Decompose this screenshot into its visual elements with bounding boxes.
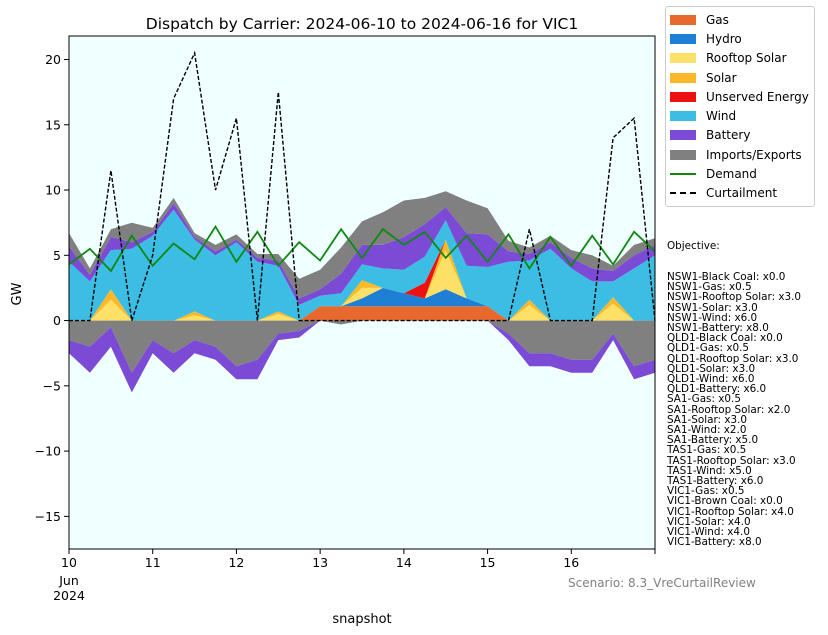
area-imports-exports: [69, 191, 655, 299]
legend-item: Demand: [666, 164, 814, 183]
legend-label: Wind: [706, 109, 737, 124]
objective-item: SA1-Rooftop Solar: x2.0: [667, 403, 791, 416]
y-tick-label: −10: [35, 444, 61, 459]
x-tick-label: 12: [228, 555, 244, 570]
objective-item: SA1-Solar: x3.0: [667, 413, 748, 426]
legend-swatch: [670, 33, 696, 44]
legend-item: Curtailment: [666, 184, 814, 203]
area-battery: [69, 203, 655, 305]
objective-item: TAS1-Wind: x5.0: [667, 464, 752, 477]
y-tick-label: −5: [43, 378, 61, 393]
objective-item: TAS1-Rooftop Solar: x3.0: [667, 454, 796, 467]
legend-swatch: [670, 14, 696, 25]
x-tick-label: 11: [145, 555, 161, 570]
y-tick-label: 5: [53, 248, 61, 263]
objective-item: SA1-Gas: x0.5: [667, 393, 741, 406]
area-wind: [69, 209, 655, 321]
objective-item: TAS1-Gas: x0.5: [667, 444, 747, 457]
objective-item: QLD1-Battery: x6.0: [667, 383, 767, 396]
plot-frame: [68, 35, 656, 550]
legend-label: Battery: [706, 128, 751, 143]
legend-item: Unserved Energy: [666, 87, 814, 106]
legend-item: Gas: [666, 10, 814, 29]
objective-item: QLD1-Solar: x3.0: [667, 362, 756, 375]
objective-item: SA1-Battery: x5.0: [667, 434, 759, 447]
objective-item: QLD1-Black Coal: x0.0: [667, 332, 783, 345]
objective-item: VIC1-Rooftop Solar: x4.0: [667, 505, 794, 518]
legend-swatch: [670, 173, 696, 176]
objective-item: NSW1-Gas: x0.5: [667, 281, 752, 294]
legend-swatch: [670, 91, 696, 102]
x-tick-label: 13: [312, 555, 328, 570]
legend-item: Wind: [666, 106, 814, 125]
y-tick-label: 0: [53, 313, 61, 328]
legend-item: Hydro: [666, 29, 814, 48]
objective-item: VIC1-Wind: x4.0: [667, 526, 750, 539]
line-series: [68, 50, 656, 322]
legend-swatch: [670, 111, 696, 122]
x-tick-label: 16: [563, 555, 579, 570]
negative-area-imports-exports: [69, 320, 655, 373]
legend-swatch: [670, 192, 696, 195]
objective-item: NSW1-Solar: x3.0: [667, 301, 758, 314]
x-tick-label: 15: [480, 555, 496, 570]
y-axis: −15 −10 −5 0 5 10 15 20: [35, 52, 69, 524]
negative-area-battery: [69, 320, 655, 393]
x-tick-label: 14: [396, 555, 412, 570]
y-tick-label: 20: [45, 52, 61, 67]
x-tick-sublabel: 2024: [53, 588, 85, 603]
objective-item: TAS1-Battery: x6.0: [667, 475, 764, 488]
y-axis-label: GW: [10, 282, 25, 305]
legend-label: Gas: [706, 12, 729, 27]
legend-label: Imports/Exports: [706, 147, 802, 162]
area-hydro: [69, 287, 655, 321]
area-gas: [69, 306, 655, 321]
chart-legend: Gas Hydro Rooftop Solar Solar Unserved Energ…: [665, 6, 815, 207]
legend-swatch: [670, 53, 696, 64]
objective-item: QLD1-Rooftop Solar: x3.0: [667, 352, 799, 365]
objective-item: NSW1-Rooftop Solar: x3.0: [667, 291, 802, 304]
stacked-areas: [69, 191, 655, 393]
x-tick-sublabel: Jun: [58, 573, 79, 588]
objective-title: Objective:: [667, 240, 720, 253]
objective-panel: Objective: NSW1-Black Coal: x0.0 NSW1-Gas…: [667, 221, 801, 558]
objective-item: VIC1-Gas: x0.5: [667, 485, 745, 498]
legend-label: Solar: [706, 70, 737, 85]
legend-label: Demand: [706, 167, 757, 182]
scenario-label: Scenario: 8.3_VreCurtailReview: [568, 576, 756, 590]
legend-item: Battery: [666, 126, 814, 145]
legend-label: Unserved Energy: [706, 89, 809, 104]
legend-item: Solar: [666, 68, 814, 87]
chart-title: Dispatch by Carrier: 2024-06-10 to 2024-…: [146, 15, 578, 33]
legend-item: Rooftop Solar: [666, 49, 814, 68]
y-tick-label: 10: [45, 183, 61, 198]
objective-item: QLD1-Gas: x0.5: [667, 342, 750, 355]
objective-item: VIC1-Solar: x4.0: [667, 515, 751, 528]
objective-item: VIC1-Battery: x8.0: [667, 536, 762, 549]
legend-item: Imports/Exports: [666, 145, 814, 164]
objective-list: NSW1-Black Coal: x0.0 NSW1-Gas: x0.5 NSW1-…: [667, 271, 802, 549]
legend-label: Hydro: [706, 31, 742, 46]
objective-item: SA1-Wind: x2.0: [667, 424, 747, 437]
line-demand: [68, 224, 656, 273]
objective-item: QLD1-Wind: x6.0: [667, 373, 755, 386]
objective-item: VIC1-Brown Coal: x0.0: [667, 495, 783, 508]
legend-swatch: [670, 72, 696, 83]
y-tick-label: −15: [35, 509, 61, 524]
objective-item: NSW1-Wind: x6.0: [667, 311, 758, 324]
x-tick-label: 10: [61, 555, 77, 570]
objective-item: NSW1-Black Coal: x0.0: [667, 271, 786, 284]
legend-swatch: [670, 130, 696, 141]
objective-item: NSW1-Battery: x8.0: [667, 322, 769, 335]
legend-label: Rooftop Solar: [706, 51, 787, 66]
line-curtailment: [69, 50, 656, 322]
legend-label: Curtailment: [706, 186, 778, 201]
legend-swatch: [670, 149, 696, 160]
x-axis-label: snapshot: [332, 612, 391, 627]
y-tick-label: 15: [45, 117, 61, 132]
